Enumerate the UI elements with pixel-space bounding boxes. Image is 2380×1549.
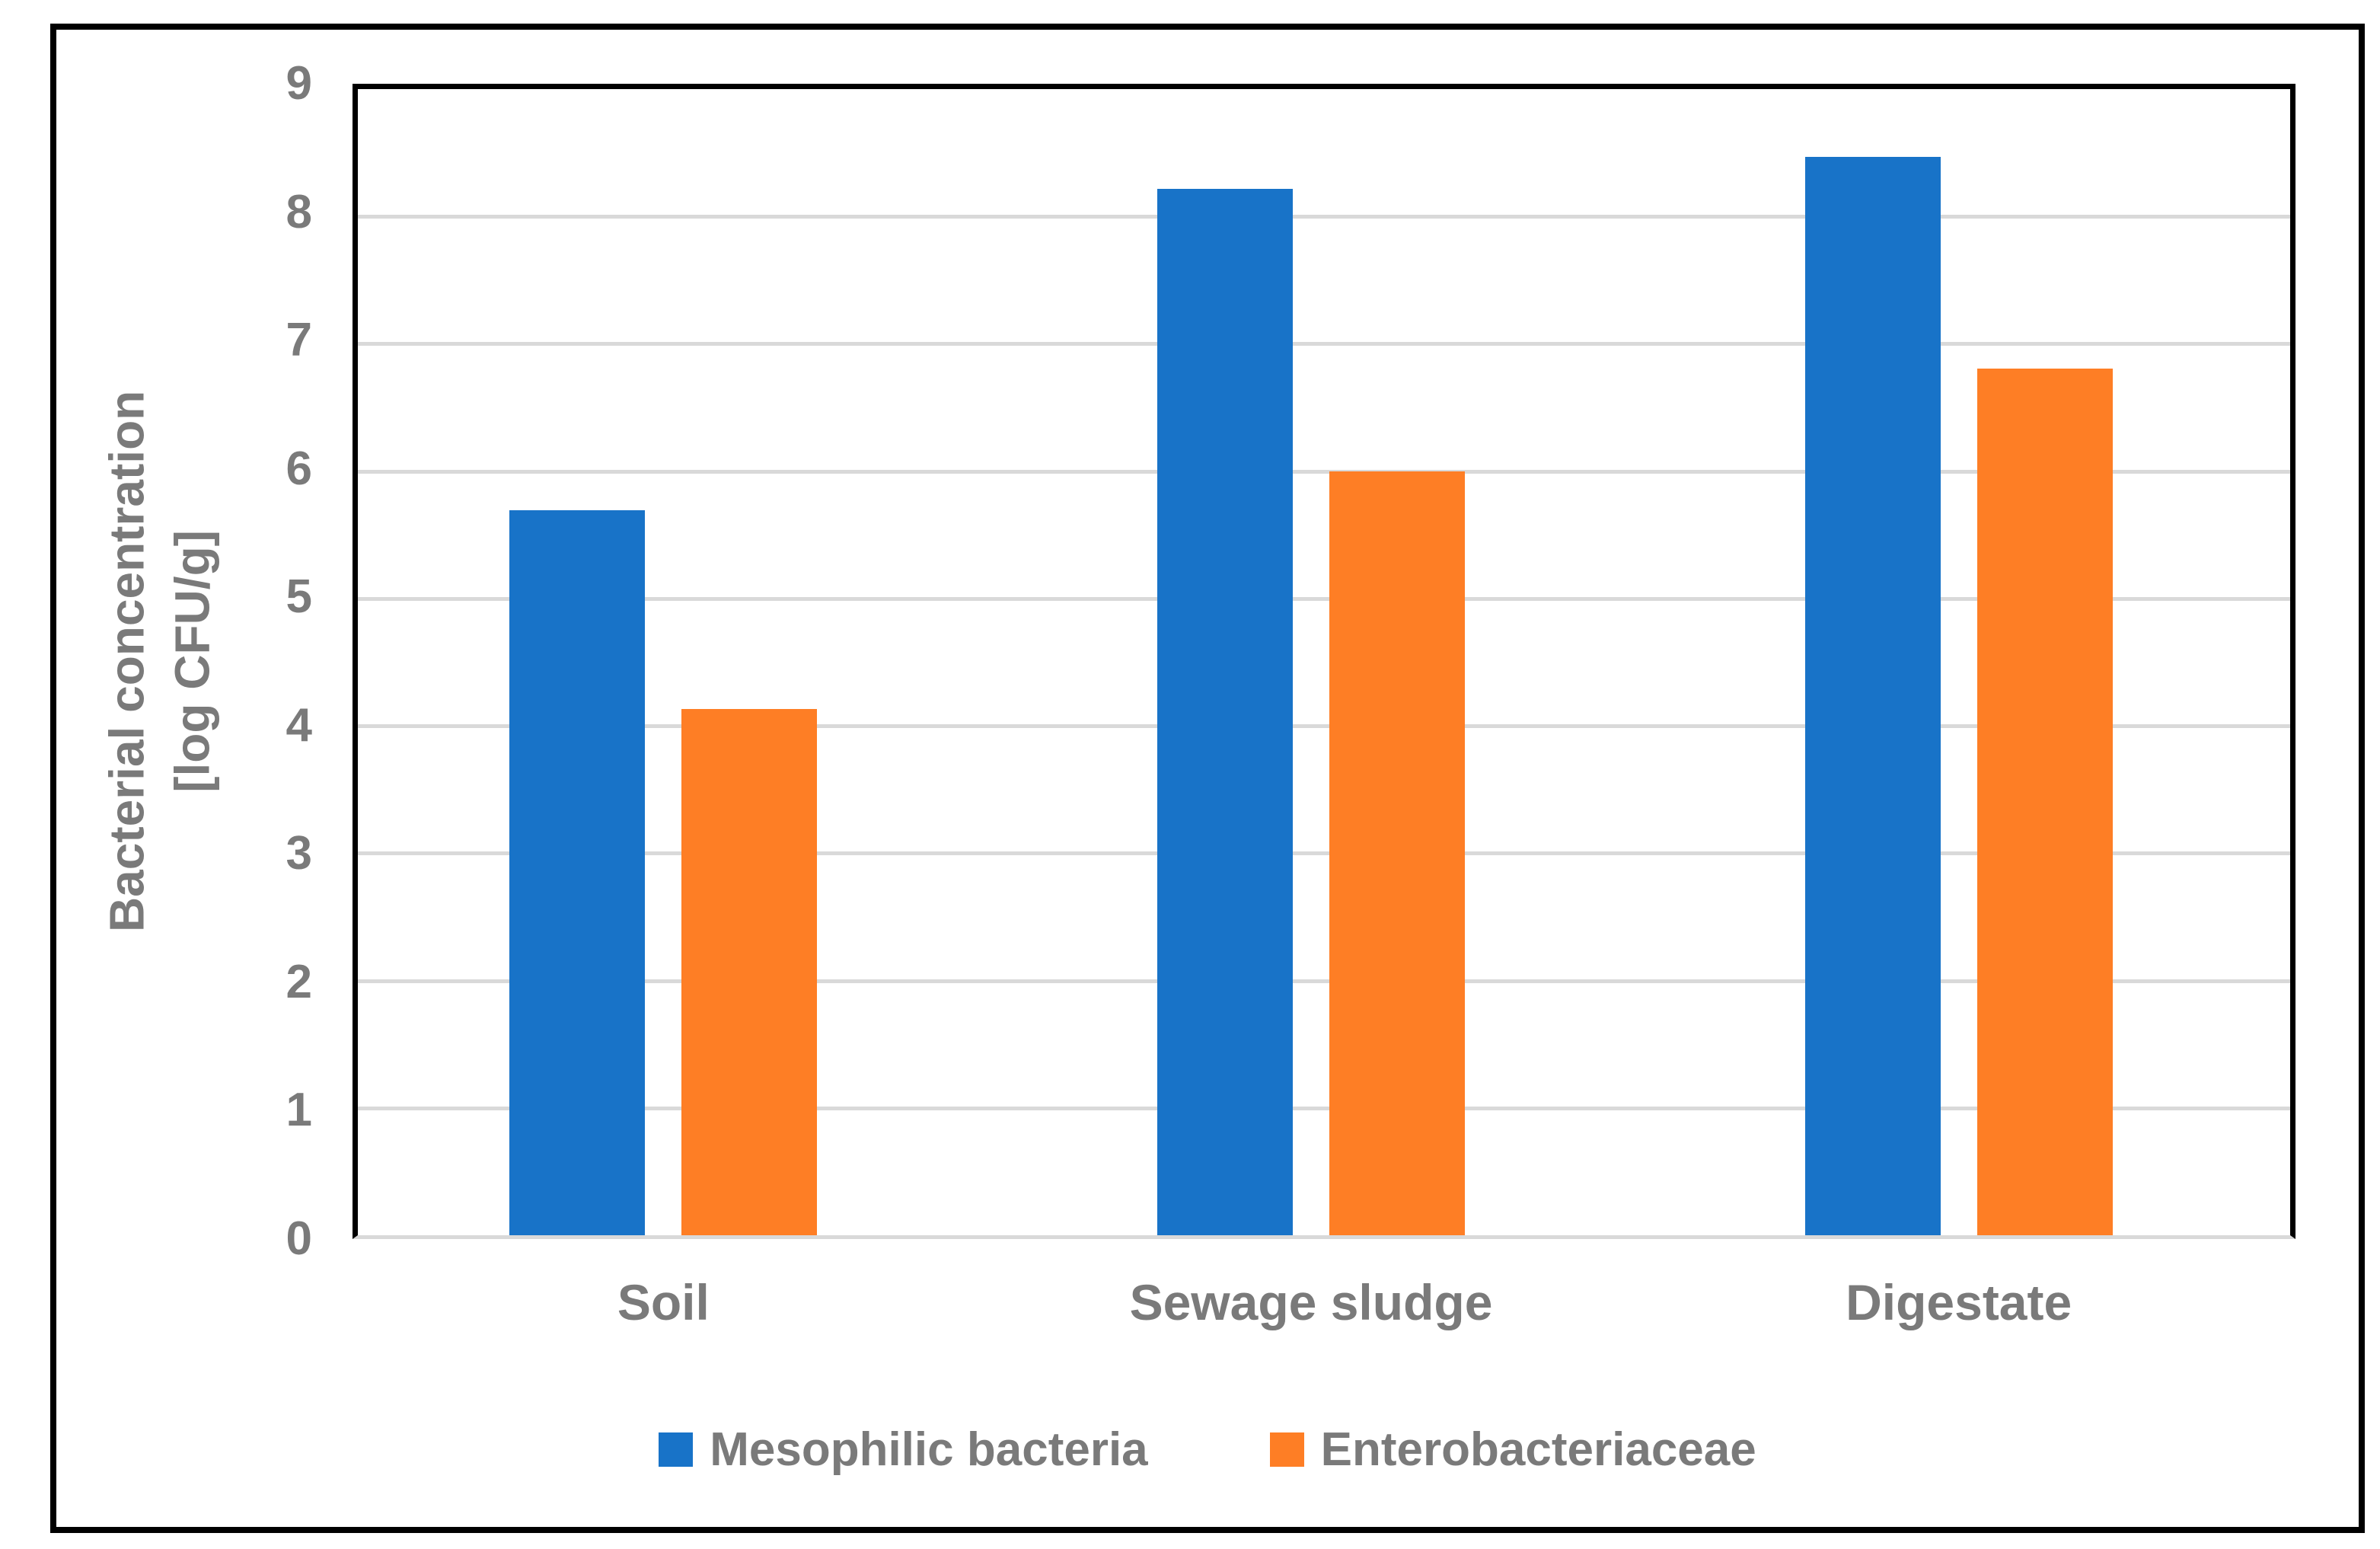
y-tick-label-8: 8 [286,185,312,238]
y-tick-label-3: 3 [286,827,312,880]
y-tick-label-6: 6 [286,442,312,495]
bar-enterobacteriaceae-digestate [1976,369,2113,1235]
legend: Mesophilic bacteria Enterobacteriaceae [50,1407,2365,1491]
gridline-y-1 [358,1106,2290,1110]
legend-item-mesophilic-bacteria: Mesophilic bacteria [659,1423,1148,1477]
category-label-digestate: Digestate [1846,1274,2072,1330]
y-tick-label-4: 4 [286,698,312,752]
y-tick-label-2: 2 [286,955,312,1008]
y-tick-label-0: 0 [286,1212,312,1265]
gridline-y-7 [358,342,2290,347]
plot-area [353,84,2295,1239]
legend-label: Mesophilic bacteria [710,1423,1148,1476]
gridline-y-4 [358,724,2290,729]
category-label-sewage-sludge: Sewage sludge [1129,1274,1493,1330]
y-tick-label-5: 5 [286,570,312,624]
bar-enterobacteriaceae-soil [681,708,818,1235]
bar-mesophilic-bacteria-sewage-sludge [1157,189,1293,1235]
bar-mesophilic-bacteria-soil [509,509,646,1235]
gridline-y-2 [358,979,2290,983]
y-tick-label-1: 1 [286,1084,312,1137]
gridline-y-3 [358,851,2290,856]
y-axis-title-container: Bacterial concentration [log CFU/g] [46,84,274,1239]
bar-mesophilic-bacteria-digestate [1804,157,1941,1235]
legend-swatch-icon [1269,1432,1304,1467]
gridline-y-6 [358,469,2290,474]
bar-enterobacteriaceae-sewage-sludge [1329,471,1465,1235]
y-tick-label-9: 9 [286,57,312,110]
legend-swatch-icon [659,1432,694,1467]
legend-item-enterobacteriaceae: Enterobacteriaceae [1269,1423,1756,1477]
gridline-y-8 [358,215,2290,219]
legend-label: Enterobacteriaceae [1320,1423,1756,1476]
y-tick-label-7: 7 [286,314,312,367]
category-label-soil: Soil [617,1274,710,1330]
gridline-y-5 [358,596,2290,601]
